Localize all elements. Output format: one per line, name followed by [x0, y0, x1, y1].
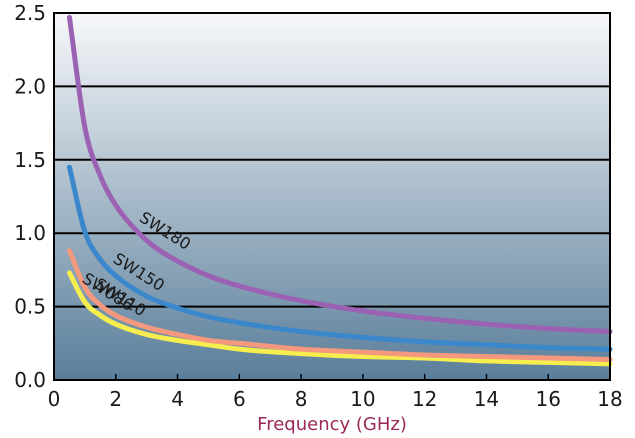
y-tick-label: 2.5 [14, 1, 46, 25]
plot-background [54, 13, 610, 380]
series-line-sw110 [66, 248, 613, 362]
series-line-sw150 [66, 164, 613, 352]
y-tick-label: 1.0 [14, 221, 46, 245]
x-tick-label: 14 [474, 387, 499, 411]
grid-lines [54, 85, 610, 308]
y-tick-label: 2.0 [14, 74, 46, 98]
x-tick-label: 12 [412, 387, 437, 411]
series-line-sw180 [66, 14, 613, 335]
series-line-sw086 [66, 270, 613, 367]
x-axis-title: Frequency (GHz) [257, 414, 407, 435]
x-tick-label: 6 [233, 387, 246, 411]
series-lines [66, 14, 613, 367]
plot-frame [53, 12, 611, 381]
y-tick-label: 0.0 [14, 368, 46, 392]
x-tick-label: 18 [597, 387, 622, 411]
x-tick-label: 2 [109, 387, 122, 411]
y-axis-ticks: 0.0 0.5 1.0 1.5 2.0 2.5 [14, 1, 46, 392]
x-tick-label: 10 [350, 387, 375, 411]
y-tick-label: 1.5 [14, 148, 46, 172]
x-tick-label: 8 [295, 387, 308, 411]
x-tick-label: 16 [535, 387, 560, 411]
y-tick-label: 0.5 [14, 295, 46, 319]
x-axis-ticks: 0 2 4 6 8 10 12 14 16 18 [48, 374, 623, 411]
x-tick-label: 0 [48, 387, 61, 411]
x-tick-label: 4 [171, 387, 184, 411]
